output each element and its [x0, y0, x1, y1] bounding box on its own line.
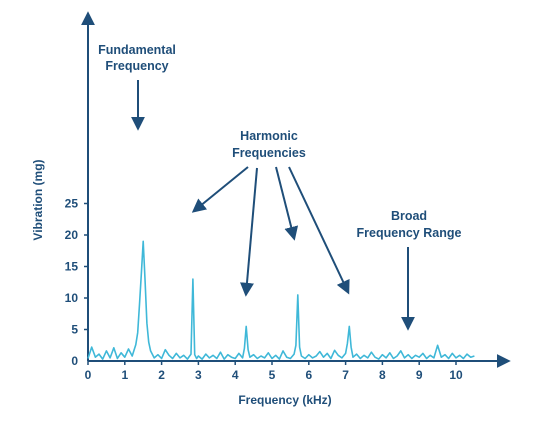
x-tick-label: 8: [379, 368, 386, 382]
harmonic-label-line-2: Frequencies: [232, 146, 306, 160]
harmonic-arrow-1: [191, 166, 249, 213]
x-tick-label: 1: [121, 368, 128, 382]
fundamental-frequency-annotation: Fundamental Frequency: [98, 43, 176, 131]
x-tick-label: 5: [269, 368, 276, 382]
broad-frequency-range-annotation: Broad Frequency Range: [357, 209, 462, 331]
harmonic-arrow-2: [240, 167, 258, 297]
y-tick-label: 25: [65, 197, 79, 211]
x-tick-label: 4: [232, 368, 239, 382]
harmonic-frequencies-annotation: Harmonic Frequencies: [191, 129, 350, 297]
y-tick-label: 10: [65, 291, 79, 305]
broad-label-line-2: Frequency Range: [357, 226, 462, 240]
x-tick-label: 2: [158, 368, 165, 382]
y-tick-label: 15: [65, 260, 79, 274]
y-tick-label: 0: [71, 354, 78, 368]
x-tick-label: 9: [416, 368, 423, 382]
y-tick-label: 20: [65, 228, 79, 242]
harmonic-arrow-4: [288, 166, 350, 295]
y-tick-label: 5: [71, 323, 78, 337]
fundamental-label-line-1: Fundamental: [98, 43, 176, 57]
y-axis-title: Vibration (mg): [31, 159, 45, 240]
fundamental-label-line-2: Frequency: [105, 59, 168, 73]
x-axis-title: Frequency (kHz): [238, 393, 331, 407]
signal-series-line: [87, 240, 475, 360]
x-tick-label: 10: [449, 368, 463, 382]
harmonic-label-line-1: Harmonic: [240, 129, 298, 143]
x-tick-label: 7: [342, 368, 349, 382]
broad-label-line-1: Broad: [391, 209, 427, 223]
x-tick-label: 3: [195, 368, 202, 382]
x-tick-label: 0: [85, 368, 92, 382]
x-tick-label: 6: [305, 368, 312, 382]
harmonic-arrow-3: [275, 166, 299, 241]
